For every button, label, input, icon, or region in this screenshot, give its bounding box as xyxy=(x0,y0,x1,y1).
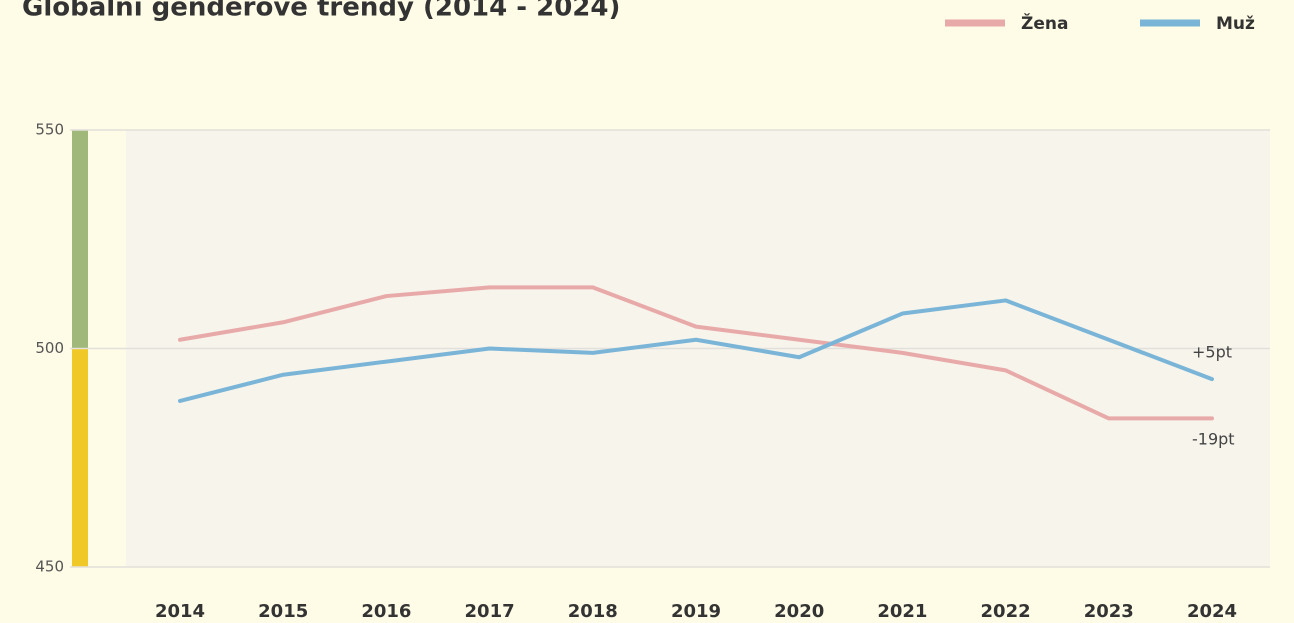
series-line xyxy=(178,298,1214,403)
x-tick-label: 2014 xyxy=(155,601,205,622)
x-tick-label: 2024 xyxy=(1187,601,1237,622)
chart-title: Globální genderové trendy (2014 - 2024) xyxy=(22,0,620,23)
x-tick-label: 2015 xyxy=(258,601,308,622)
y-tick-label: 550 xyxy=(35,121,64,139)
x-tick-label: 2019 xyxy=(671,601,721,622)
x-tick-label: 2016 xyxy=(361,601,411,622)
range-band xyxy=(72,348,88,567)
annotation: +5pt xyxy=(1192,343,1232,362)
annotation: -19pt xyxy=(1192,430,1235,449)
series-line xyxy=(178,285,1214,421)
legend-label: Muž xyxy=(1216,14,1255,34)
range-band xyxy=(72,130,88,349)
y-tick-label: 500 xyxy=(35,339,64,357)
x-tick-label: 2021 xyxy=(877,601,927,622)
x-tick-label: 2020 xyxy=(774,601,824,622)
y-tick-label: 450 xyxy=(35,558,64,576)
x-tick-label: 2022 xyxy=(981,601,1031,622)
x-tick-label: 2017 xyxy=(465,601,515,622)
legend-label: Žena xyxy=(1021,12,1068,34)
x-tick-label: 2018 xyxy=(568,601,618,622)
x-tick-label: 2023 xyxy=(1084,601,1134,622)
